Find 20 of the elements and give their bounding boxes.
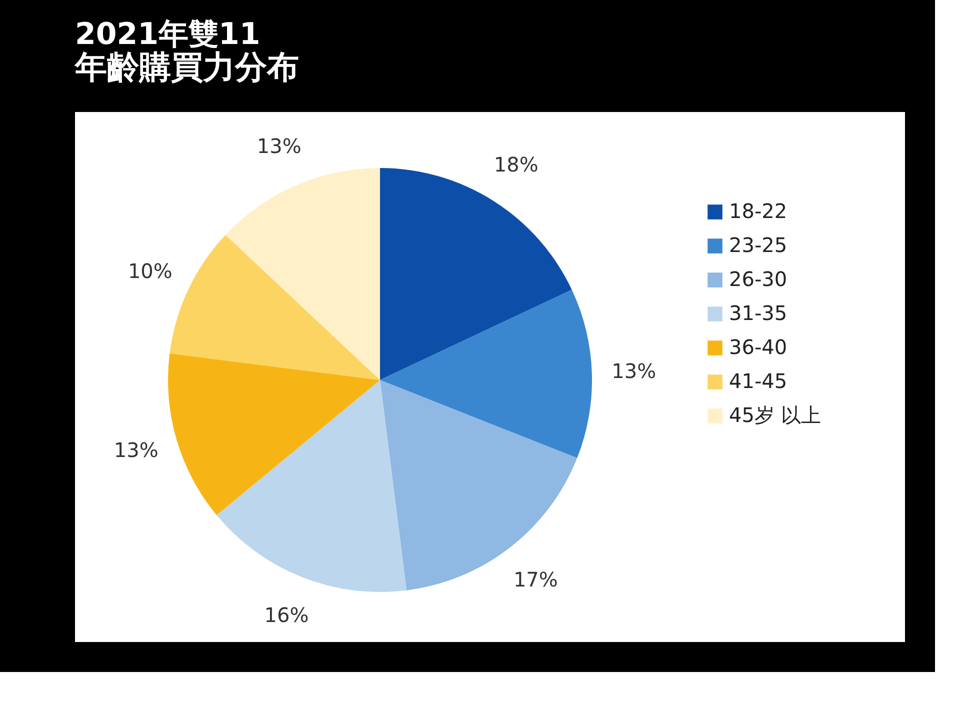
data-label: 18% bbox=[494, 152, 538, 177]
pie-slice bbox=[170, 234, 380, 380]
legend-label: 31-35 bbox=[729, 301, 788, 325]
data-label: 10% bbox=[128, 258, 172, 283]
data-label: 13% bbox=[256, 134, 302, 158]
data-label: 16% bbox=[264, 603, 309, 628]
data-label: 13% bbox=[114, 438, 158, 462]
legend-label: 36-40 bbox=[729, 335, 788, 359]
legend-label: 26-30 bbox=[729, 267, 788, 291]
legend-label: 23-25 bbox=[729, 233, 788, 257]
legend-label: 41-45 bbox=[729, 369, 788, 393]
data-label: 17% bbox=[513, 568, 558, 592]
legend-label: 45岁 以上 bbox=[729, 403, 821, 427]
pie-slice bbox=[380, 380, 578, 590]
legend-label: 18-22 bbox=[729, 199, 788, 223]
pie-slice bbox=[380, 290, 592, 458]
pie-slice bbox=[225, 168, 380, 380]
data-label: 13% bbox=[612, 359, 656, 384]
pie-slice bbox=[216, 380, 407, 592]
pie-slice bbox=[168, 353, 380, 516]
